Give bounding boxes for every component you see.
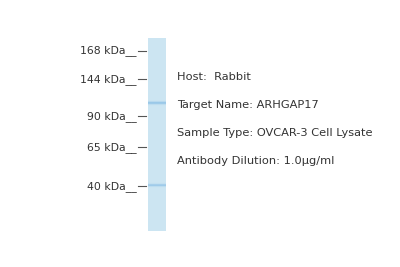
Text: Sample Type: OVCAR-3 Cell Lysate: Sample Type: OVCAR-3 Cell Lysate [177, 128, 373, 138]
Text: Target Name: ARHGAP17: Target Name: ARHGAP17 [177, 100, 319, 110]
Text: 65 kDa__: 65 kDa__ [87, 142, 137, 153]
Text: 90 kDa__: 90 kDa__ [87, 111, 137, 122]
Text: 144 kDa__: 144 kDa__ [80, 74, 137, 85]
Text: Antibody Dilution: 1.0µg/ml: Antibody Dilution: 1.0µg/ml [177, 156, 334, 166]
Bar [148, 38, 166, 231]
Text: 40 kDa__: 40 kDa__ [87, 181, 137, 192]
Text: Host:  Rabbit: Host: Rabbit [177, 72, 251, 82]
Text: 168 kDa__: 168 kDa__ [80, 45, 137, 56]
